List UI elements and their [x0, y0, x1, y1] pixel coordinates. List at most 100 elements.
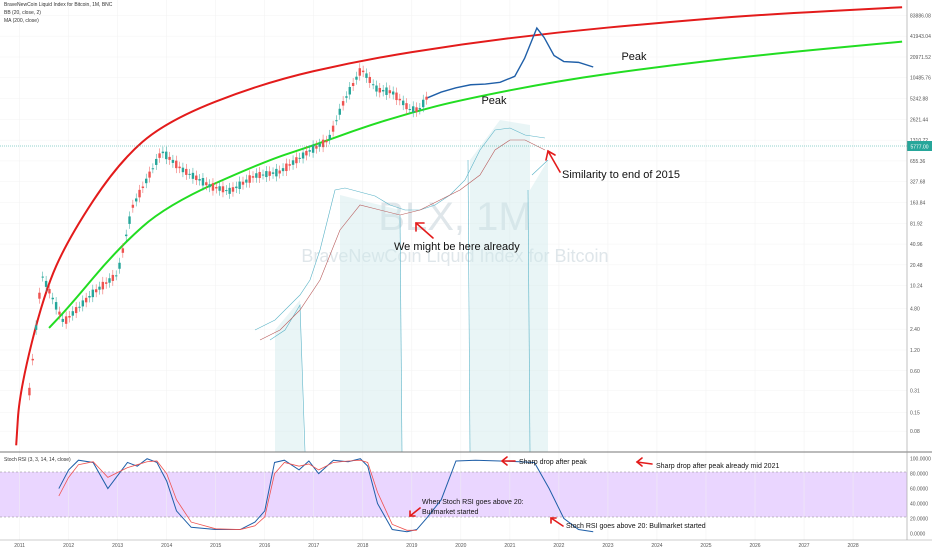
y-tick-label: 655.36	[910, 159, 926, 165]
candle-body	[385, 87, 388, 95]
candle-body	[341, 101, 345, 106]
y-tick-label: 20971.52	[910, 55, 931, 61]
candle-body	[91, 289, 95, 298]
candle-body	[265, 171, 268, 178]
candle-body	[201, 178, 205, 186]
candle-body	[328, 134, 331, 140]
candle-body	[84, 297, 88, 303]
candle-body	[81, 300, 85, 307]
candle-body	[421, 99, 425, 108]
annotation-here-already: We might be here already	[394, 241, 520, 253]
candle-body	[345, 96, 348, 98]
candle-body	[398, 98, 402, 101]
arrow-sharp-drop-1	[500, 456, 516, 466]
candle-body	[348, 86, 351, 95]
candle-body	[61, 318, 64, 322]
bb-fill-region-3	[470, 120, 530, 452]
candle-body	[148, 171, 151, 178]
arrow-similarity	[545, 149, 561, 173]
candle-body	[288, 164, 291, 166]
candle-body	[104, 282, 108, 284]
candle-body	[108, 278, 111, 283]
candle-body	[101, 281, 105, 290]
x-tick-label: 2023	[602, 543, 613, 549]
candle-body	[271, 172, 275, 174]
candle-body	[151, 168, 155, 170]
x-tick-label: 2015	[210, 543, 221, 549]
arrow-here-already	[415, 222, 434, 239]
candle-body	[285, 163, 288, 172]
x-tick-label: 2014	[161, 543, 172, 549]
candle-body	[301, 152, 305, 159]
candle-body	[178, 166, 181, 169]
candle-body	[405, 103, 408, 110]
candle-body	[215, 186, 218, 189]
candle-body	[335, 120, 338, 122]
candle-body	[111, 274, 115, 281]
candle-body	[211, 183, 215, 191]
x-tick-label: 2020	[455, 543, 466, 549]
candle-body	[171, 159, 175, 163]
annotation-similarity: Similarity to end of 2015	[562, 169, 680, 181]
bb-fill-regions	[275, 120, 548, 452]
y-tick-label: 4.80	[910, 306, 920, 312]
candle-body	[41, 276, 44, 278]
annotation-sharp-drop-1: Sharp drop after peak	[519, 459, 587, 466]
main-pane[interactable]	[0, 0, 907, 452]
candle-body	[195, 175, 198, 181]
candle-body	[74, 307, 78, 314]
bb-lower-band-3	[467, 159, 471, 453]
bb-upper-band	[254, 127, 546, 331]
y-tick-label: 40.96	[910, 242, 923, 248]
x-tick-label: 2028	[848, 543, 859, 549]
candle-body	[118, 262, 121, 269]
y-tick-label: 1.20	[910, 348, 920, 354]
candle-body	[305, 150, 308, 156]
candle-body	[121, 248, 125, 253]
candle-body	[338, 108, 341, 115]
candle-body	[321, 139, 325, 148]
annotation-stoch20-line1: When Stoch RSI goes above 20:	[422, 499, 524, 506]
candle-body	[58, 311, 61, 315]
candle-body	[128, 216, 131, 224]
candle-body	[365, 73, 368, 78]
candle-body	[228, 187, 231, 194]
bb-band-lines	[254, 127, 549, 453]
y-tick-label: 10485.76	[910, 76, 931, 82]
y-tick-label: 10.24	[910, 284, 923, 290]
candle-body	[208, 184, 211, 188]
candle-body	[388, 90, 392, 94]
annotation-arrows	[409, 149, 653, 527]
y-tick-label: 2.40	[910, 327, 920, 333]
candle-body	[31, 358, 34, 361]
candle-body	[54, 302, 58, 310]
candle-body	[395, 92, 398, 101]
stoch-y-tick-label: 20.0000	[910, 516, 928, 522]
candle-body	[231, 187, 235, 192]
candle-body	[311, 145, 315, 153]
x-tick-label: 2012	[63, 543, 74, 549]
candle-body	[94, 289, 98, 293]
candle-body	[138, 189, 141, 198]
bb-lower-band-4	[527, 189, 531, 453]
candle-body	[268, 171, 271, 176]
stoch-y-axis-tick-labels: 100.0000 80.0000 60.0000 40.0000 20.0000 0.00…	[910, 457, 931, 538]
candle-body	[185, 168, 188, 175]
candle-body	[218, 186, 221, 191]
arrow-sharp-drop-2	[635, 457, 653, 467]
annotation-peak-2: Peak	[621, 51, 647, 63]
candle-body	[205, 182, 208, 186]
candle-body	[78, 306, 81, 308]
candle-body	[261, 174, 265, 176]
candle-body	[331, 125, 335, 132]
candle-body	[188, 173, 191, 175]
candle-body	[278, 170, 281, 174]
candle-body	[48, 288, 51, 294]
candle-body	[38, 292, 41, 299]
stoch-y-tick-label: 40.0000	[910, 501, 928, 507]
candle-body	[135, 198, 138, 202]
candle-body	[44, 280, 48, 287]
candle-body	[318, 143, 321, 147]
stoch-d-line	[58, 459, 417, 531]
